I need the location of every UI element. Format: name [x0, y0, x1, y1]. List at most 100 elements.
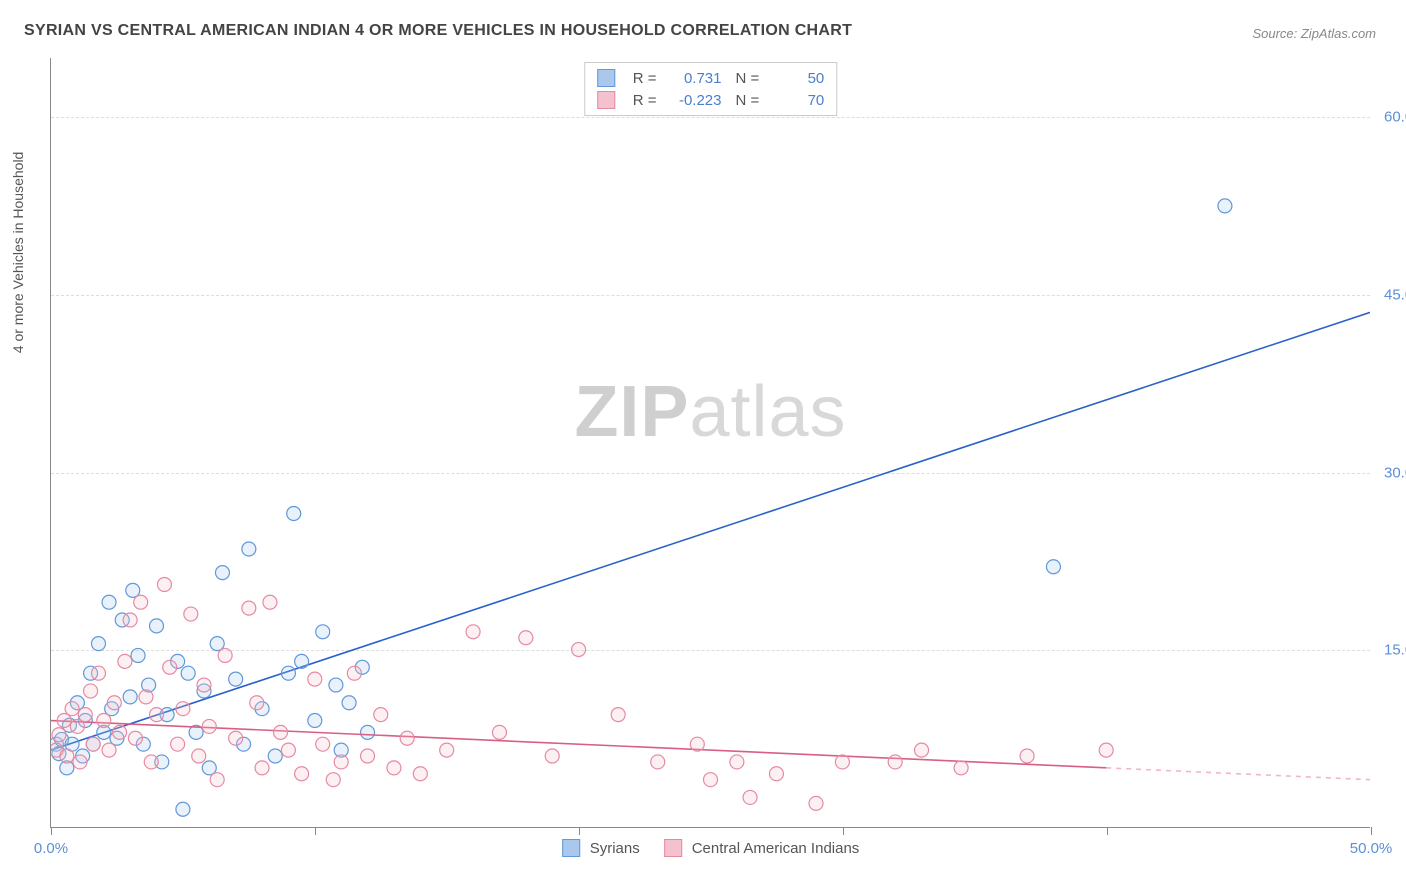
- legend-label-syrians: Syrians: [590, 840, 640, 857]
- y-tick-label: 45.0%: [1374, 286, 1406, 303]
- plot-svg: [51, 58, 1370, 827]
- legend-stats-row-cai: R = -0.223 N = 70: [597, 89, 825, 111]
- data-point: [150, 708, 164, 722]
- r-label: R =: [633, 92, 657, 109]
- data-point: [97, 714, 111, 728]
- data-point: [545, 749, 559, 763]
- data-point: [210, 773, 224, 787]
- data-point: [572, 643, 586, 657]
- data-point: [374, 708, 388, 722]
- data-point: [730, 755, 744, 769]
- x-tick: [579, 827, 580, 835]
- data-point: [690, 737, 704, 751]
- data-point: [65, 702, 79, 716]
- data-point: [229, 672, 243, 686]
- chart-title: SYRIAN VS CENTRAL AMERICAN INDIAN 4 OR M…: [24, 22, 852, 40]
- x-tick-label: 0.0%: [34, 840, 68, 857]
- legend-item-cai: Central American Indians: [664, 839, 860, 857]
- data-point: [242, 601, 256, 615]
- data-point: [229, 731, 243, 745]
- data-point: [197, 678, 211, 692]
- data-point: [519, 631, 533, 645]
- data-point: [308, 714, 322, 728]
- data-point: [107, 696, 121, 710]
- data-point: [743, 790, 757, 804]
- data-point: [413, 767, 427, 781]
- data-point: [123, 613, 137, 627]
- data-point: [202, 719, 216, 733]
- data-point: [295, 654, 309, 668]
- data-point: [113, 725, 127, 739]
- data-point: [171, 737, 185, 751]
- data-point: [181, 666, 195, 680]
- r-value-syrians: 0.731: [667, 70, 722, 87]
- n-label: N =: [736, 70, 760, 87]
- data-point: [86, 737, 100, 751]
- data-point: [440, 743, 454, 757]
- data-point: [954, 761, 968, 775]
- x-tick: [843, 827, 844, 835]
- data-point: [281, 666, 295, 680]
- data-point: [466, 625, 480, 639]
- data-point: [651, 755, 665, 769]
- data-point: [769, 767, 783, 781]
- data-point: [888, 755, 902, 769]
- data-point: [242, 542, 256, 556]
- data-point: [387, 761, 401, 775]
- y-axis-label: 4 or more Vehicles in Household: [10, 152, 26, 354]
- x-tick: [315, 827, 316, 835]
- data-point: [329, 678, 343, 692]
- data-point: [295, 767, 309, 781]
- trend-line-Syrians: [51, 312, 1370, 750]
- data-point: [91, 637, 105, 651]
- data-point: [835, 755, 849, 769]
- x-tick: [51, 827, 52, 835]
- data-point: [400, 731, 414, 745]
- data-point: [102, 743, 116, 757]
- legend-swatch-syrians: [562, 839, 580, 857]
- y-tick-label: 60.0%: [1374, 109, 1406, 126]
- data-point: [268, 749, 282, 763]
- data-point: [91, 666, 105, 680]
- data-point: [192, 749, 206, 763]
- data-point: [118, 654, 132, 668]
- data-point: [274, 725, 288, 739]
- data-point: [281, 743, 295, 757]
- legend-series: Syrians Central American Indians: [562, 839, 860, 857]
- data-point: [134, 595, 148, 609]
- r-value-cai: -0.223: [667, 92, 722, 109]
- y-tick-label: 30.0%: [1374, 464, 1406, 481]
- legend-swatch-cai: [597, 91, 615, 109]
- data-point: [255, 761, 269, 775]
- x-tick: [1371, 827, 1372, 835]
- data-point: [157, 577, 171, 591]
- n-value-cai: 70: [769, 92, 824, 109]
- data-point: [915, 743, 929, 757]
- data-point: [78, 708, 92, 722]
- data-point: [1046, 560, 1060, 574]
- data-point: [52, 728, 66, 742]
- legend-stats-row-syrians: R = 0.731 N = 50: [597, 67, 825, 89]
- data-point: [361, 725, 375, 739]
- data-point: [809, 796, 823, 810]
- legend-stats: R = 0.731 N = 50 R = -0.223 N = 70: [584, 62, 838, 116]
- y-tick-label: 15.0%: [1374, 642, 1406, 659]
- legend-item-syrians: Syrians: [562, 839, 640, 857]
- data-point: [139, 690, 153, 704]
- data-point: [704, 773, 718, 787]
- data-point: [342, 696, 356, 710]
- data-point: [1218, 199, 1232, 213]
- data-point: [492, 725, 506, 739]
- legend-swatch-syrians: [597, 69, 615, 87]
- data-point: [347, 666, 361, 680]
- trend-line-dashed-Central American Indians: [1106, 768, 1370, 780]
- data-point: [1020, 749, 1034, 763]
- data-point: [184, 607, 198, 621]
- data-point: [308, 672, 322, 686]
- r-label: R =: [633, 70, 657, 87]
- data-point: [218, 648, 232, 662]
- data-point: [361, 749, 375, 763]
- n-label: N =: [736, 92, 760, 109]
- data-point: [611, 708, 625, 722]
- data-point: [144, 755, 158, 769]
